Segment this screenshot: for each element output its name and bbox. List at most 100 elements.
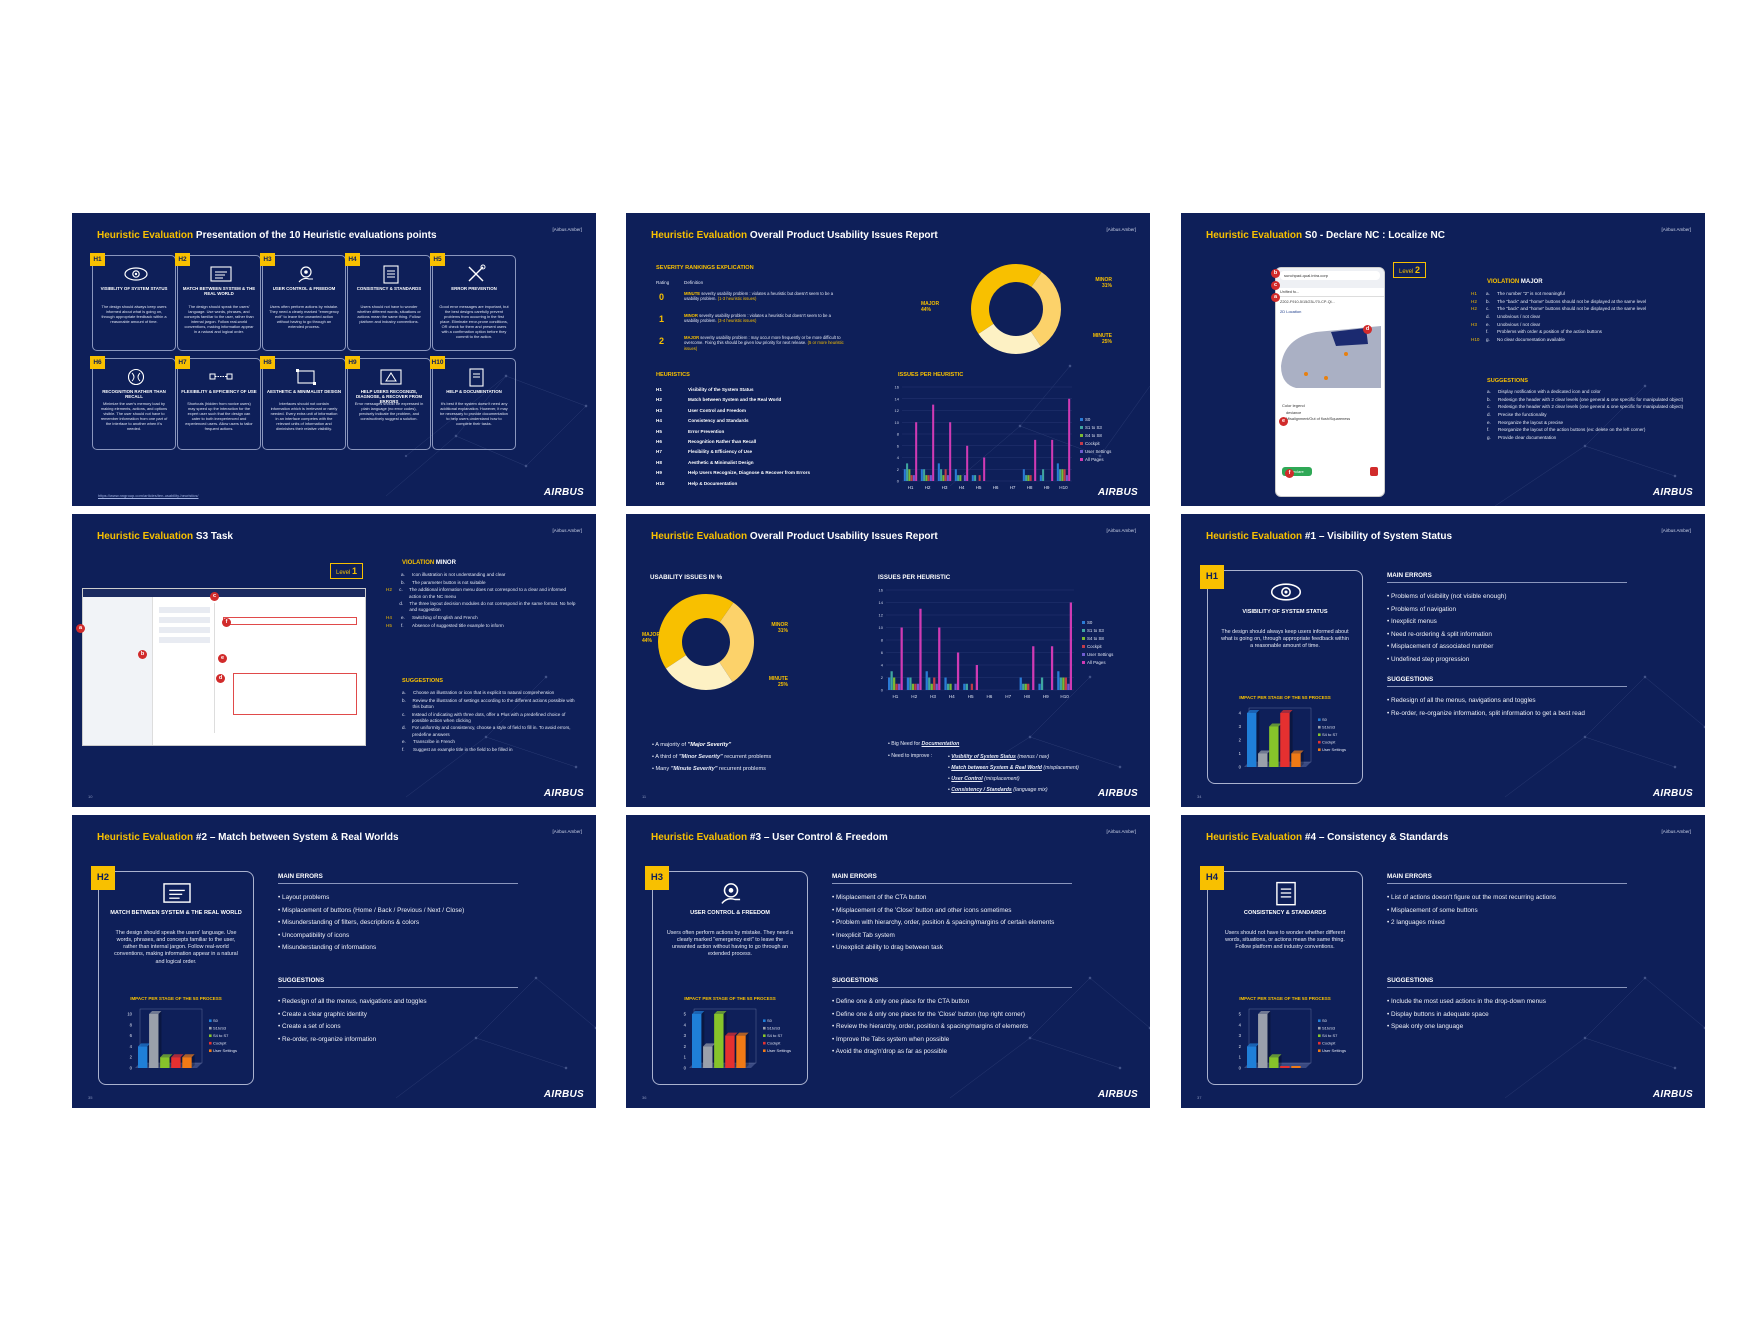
improve-note: (misplacement) xyxy=(1041,765,1079,771)
y-tick-label: 2 xyxy=(130,1055,133,1060)
heuristic-name: Consistency and Standards xyxy=(688,418,749,424)
legend-swatch xyxy=(1082,621,1085,624)
y-tick-label: 2 xyxy=(1239,738,1242,743)
legend-label: S0 xyxy=(1322,1018,1328,1023)
doc-icon xyxy=(463,367,489,387)
tab-label[interactable]: Unified fo... xyxy=(1276,288,1384,297)
heuristic-card-h4: H4 CONSISTENCY & STANDARDS Users should no… xyxy=(345,253,431,351)
heuristic-card-h9: H9 HELP USERS RECOGNIZE, DIAGNOSE, & RECO… xyxy=(345,356,431,450)
source-link[interactable]: https://www.nngroup.com/articles/ten-usa… xyxy=(98,493,199,498)
suggestion-item: b. Redesign the header with 2 clear level… xyxy=(1487,397,1687,403)
heuristic-title: FLEXIBILITY & EFFICIENCY OF USE xyxy=(181,389,257,394)
bar-top xyxy=(182,1054,195,1058)
suggestions-list: Include the most used actions in the dro… xyxy=(1387,996,1627,1034)
marker-c: c xyxy=(1271,281,1280,290)
bar-h10-s4-to-s8 xyxy=(1061,469,1064,481)
url-bar[interactable]: sunchpad-qual.intra.corp xyxy=(1280,271,1380,280)
suggestion-item: Review the hierarchy, order, position & … xyxy=(832,1021,1072,1034)
legend-label: S1toS3 xyxy=(767,1026,781,1031)
bar-h3-cockpit xyxy=(933,677,936,690)
network-decoration xyxy=(405,675,578,798)
suggestions-section: SUGGESTIONS Define one & only one place f… xyxy=(832,977,1072,1059)
summary-minor: • A third of "Minor Severity" recurrent … xyxy=(652,754,772,760)
y-tick-label: 4 xyxy=(1239,1022,1242,1027)
improve-note: (language mix) xyxy=(1011,787,1048,793)
y-tick-label: 3 xyxy=(1239,1033,1242,1038)
y-tick-label: 12 xyxy=(895,408,900,413)
main-errors-section: MAIN ERRORS Misplacement of the CTA butto… xyxy=(832,873,1072,955)
suggestion-item: Redesign of all the menus, navigations a… xyxy=(278,996,518,1009)
bar-h8-s1-to-s3 xyxy=(1025,475,1028,481)
item-text: Transcribe in French xyxy=(413,739,455,745)
suggestions-list: Define one & only one place for the CTA … xyxy=(832,996,1072,1059)
location-toggle[interactable]: 2D Location xyxy=(1280,309,1302,314)
airbus-logo: AIRBUS xyxy=(543,788,584,799)
heuristic-label: H4 xyxy=(1200,866,1224,890)
violation-item: H10 g. No clear documentation available xyxy=(1471,337,1681,343)
x-tick-label: H6 xyxy=(986,694,992,699)
heuristic-row: H1 Visibility of the System Status xyxy=(656,387,754,392)
error-item: List of actions doesn't figure out the m… xyxy=(1387,892,1627,905)
legend-label: S4 to S7 xyxy=(1322,1033,1338,1038)
heuristic-code: H8 xyxy=(656,459,662,465)
error-item: Misplacement of some buttons xyxy=(1387,905,1627,918)
suggestions-heading: SUGGESTIONS xyxy=(402,678,444,684)
classification-tag: [Airbus Amber] xyxy=(1661,227,1691,232)
slide-heuristic-h3: Heuristic Evaluation #3 – User Control &… xyxy=(626,815,1150,1108)
main-errors-heading: MAIN ERRORS xyxy=(832,873,1072,884)
y-tick-label: 12 xyxy=(879,613,884,618)
heuristic-ref: H2 xyxy=(1471,306,1477,312)
heuristic-label: H2 xyxy=(175,253,190,266)
bar-top xyxy=(1247,710,1260,713)
marker-f: f xyxy=(222,618,231,627)
heuristic-card: H1 VISIBILITY OF SYSTEM STATUS The design … xyxy=(1200,565,1363,784)
y-tick-label: 8 xyxy=(897,432,900,437)
legend-label: S4 to S7 xyxy=(1322,732,1338,737)
heuristic-label: H1 xyxy=(90,253,105,266)
bar-h2-s0 xyxy=(906,677,910,690)
bar-h4-s0 xyxy=(944,677,947,690)
item-letter: d. xyxy=(1487,412,1491,418)
y-tick-label: 4 xyxy=(897,455,900,460)
declare-button[interactable]: Declare xyxy=(1282,467,1312,476)
heuristic-ref xyxy=(386,580,396,586)
legend-swatch xyxy=(1082,645,1085,648)
violation-item: a. Icon illustration is not understanding… xyxy=(386,572,576,578)
error-item: Problems of navigation xyxy=(1387,604,1627,617)
page-number: 36 xyxy=(642,1095,647,1100)
delete-icon[interactable] xyxy=(1370,467,1378,476)
y-tick-label: 4 xyxy=(881,663,884,668)
x-tick-label: H10 xyxy=(1060,694,1069,699)
legend-label: S1toS3 xyxy=(1322,725,1336,730)
y-tick-label: 6 xyxy=(130,1033,133,1038)
heuristic-label: H10 xyxy=(430,356,445,369)
item-letter: f. xyxy=(1487,427,1490,433)
error-item: Inexplicit Tab system xyxy=(832,930,1072,943)
heuristic-description: The design should always keep users info… xyxy=(101,304,167,325)
bar-h1-s0 xyxy=(888,677,891,690)
pie-value-major: 44% xyxy=(642,638,653,644)
legend-label: Cockpit xyxy=(213,1041,227,1046)
heuristic-label: H3 xyxy=(645,866,669,890)
heuristic-card: H2 MATCH BETWEEN SYSTEM & THE REAL WORLD T… xyxy=(91,866,254,1085)
object-id: Z202-F910-5/15/23L/70-CP-Ql... xyxy=(1280,300,1335,304)
suggestion-item: f. Suggest an example title in the field … xyxy=(402,747,582,753)
color-legend-label[interactable]: Color legend xyxy=(1282,403,1305,408)
y-tick-label: 0 xyxy=(1239,765,1242,770)
heuristic-row: H6 Recognition Rather than Recall xyxy=(656,439,756,444)
violation-heading: VIOLATION MAJOR xyxy=(1487,279,1543,285)
bar-h10-s4-to-s8 xyxy=(1062,677,1065,690)
gear-hand-icon xyxy=(713,880,749,906)
heuristic-description: The design should always keep users info… xyxy=(1221,629,1349,650)
slide-title: Heuristic Evaluation Presentation of the… xyxy=(97,230,437,241)
item-text: For uniformity and consistency, choose a… xyxy=(412,725,571,737)
suggestion-item: g. Provide clear documentation xyxy=(1487,435,1687,441)
x-tick-label: H8 xyxy=(1027,485,1033,490)
x-tick-label: H4 xyxy=(949,694,955,699)
bar-s0 xyxy=(1247,713,1257,767)
legend-label: User Settings xyxy=(213,1048,237,1053)
legend-swatch xyxy=(209,1034,212,1037)
bar-h1-cockpit xyxy=(895,683,898,690)
suggestion-item: d. Precise the functionality xyxy=(1487,412,1687,418)
suggestion-item: Avoid the drag'n'drop as far as possible xyxy=(832,1046,1072,1059)
